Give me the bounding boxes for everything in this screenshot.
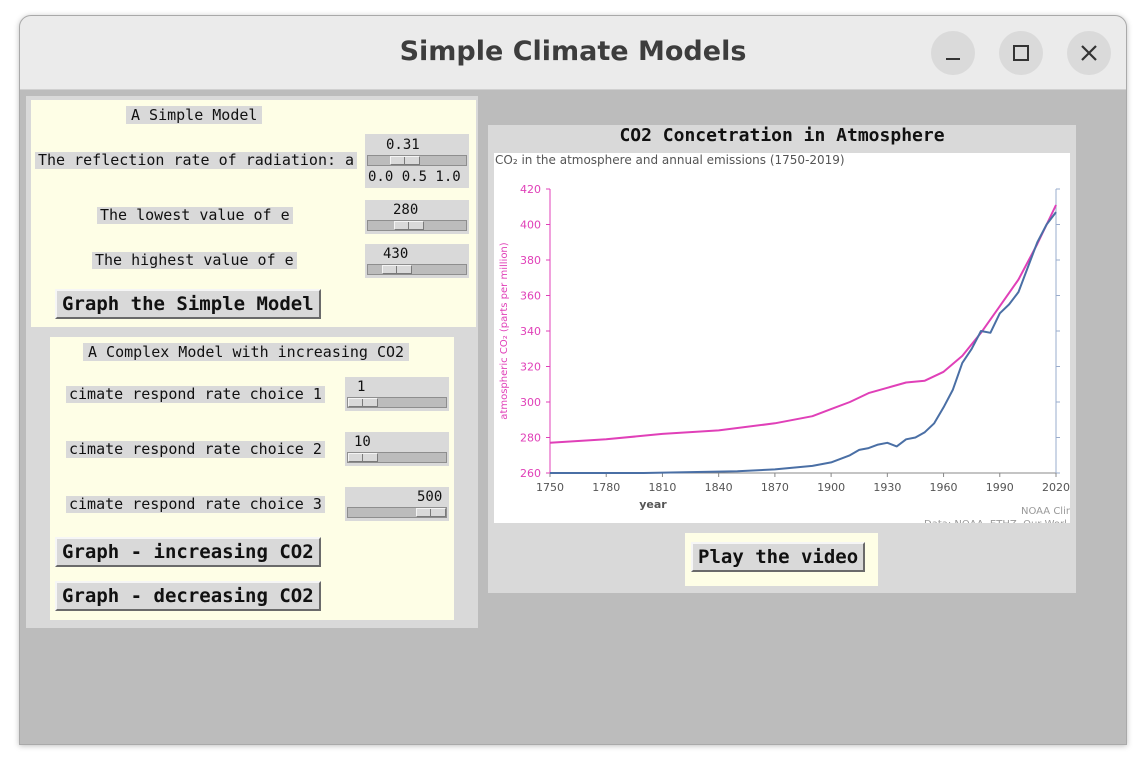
- maximize-button[interactable]: [999, 31, 1043, 75]
- reflection-thumb[interactable]: [390, 156, 420, 165]
- choice1-slider[interactable]: 1: [345, 377, 449, 411]
- reflection-slider[interactable]: 0.31 0.0 0.5 1.0: [365, 134, 469, 188]
- y-tick-label: 260: [520, 467, 541, 480]
- maximize-icon: [1013, 45, 1029, 61]
- y-axis-label: atmospheric CO₂ (parts per million): [499, 242, 510, 419]
- reflection-trough[interactable]: [367, 155, 467, 166]
- x-tick-label: 1900: [817, 481, 845, 494]
- x-tick-label: 2020: [1042, 481, 1070, 494]
- choice3-trough[interactable]: [347, 507, 447, 518]
- choice3-value: 500: [417, 489, 443, 505]
- x-axis-label: year: [639, 498, 667, 511]
- highest-e-value: 430: [383, 246, 409, 262]
- co2-panel-title: CO2 Concetration in Atmosphere: [619, 125, 945, 146]
- choice3-label: cimate respond rate choice 3: [66, 496, 325, 513]
- complex-model-heading: A Complex Model with increasing CO2: [83, 343, 410, 361]
- choice1-trough[interactable]: [347, 397, 447, 408]
- highest-e-thumb[interactable]: [382, 265, 412, 274]
- lowest-e-thumb[interactable]: [394, 221, 424, 230]
- series-line-concentration: [549, 204, 1057, 444]
- x-tick-label: 1990: [986, 481, 1014, 494]
- choice1-label: cimate respond rate choice 1: [66, 386, 325, 403]
- x-tick-label: 1750: [536, 481, 564, 494]
- lowest-e-value: 280: [393, 202, 419, 218]
- series-line-emissions: [550, 211, 1057, 474]
- choice2-thumb[interactable]: [348, 453, 378, 462]
- reflection-ticks: 0.0 0.5 1.0: [368, 169, 461, 185]
- reflection-label: The reflection rate of radiation: a: [35, 152, 358, 169]
- y-tick-label: 300: [520, 396, 541, 409]
- choice3-slider[interactable]: 500: [345, 487, 449, 521]
- x-tick-label: 1780: [592, 481, 620, 494]
- app-window: Simple Climate Models A Simple Model The…: [19, 15, 1127, 745]
- highest-e-slider[interactable]: 430: [365, 244, 469, 278]
- title-bar: Simple Climate Models: [20, 16, 1126, 90]
- y-tick-label: 340: [520, 325, 541, 338]
- y-tick-label: 280: [520, 432, 541, 445]
- chart-credit: NOAA Clim: [1021, 506, 1070, 517]
- choice1-thumb[interactable]: [348, 398, 378, 407]
- highest-e-label: The highest value of e: [92, 252, 297, 269]
- y-tick-label: 400: [520, 219, 541, 232]
- reflection-value: 0.31: [386, 137, 420, 153]
- choice2-trough[interactable]: [347, 452, 447, 463]
- lowest-e-slider[interactable]: 280: [365, 200, 469, 234]
- simple-model-heading: A Simple Model: [126, 106, 263, 124]
- graph-increasing-co2-button[interactable]: Graph - increasing CO2: [55, 537, 321, 567]
- x-tick-label: 1960: [930, 481, 958, 494]
- choice2-slider[interactable]: 10: [345, 432, 449, 466]
- choice1-value: 1: [357, 379, 366, 395]
- graph-simple-model-button[interactable]: Graph the Simple Model: [55, 289, 321, 319]
- x-tick-label: 1840: [705, 481, 733, 494]
- y-tick-label: 380: [520, 254, 541, 267]
- x-tick-label: 1810: [648, 481, 676, 494]
- close-button[interactable]: [1067, 31, 1111, 75]
- lowest-e-label: The lowest value of e: [97, 207, 293, 224]
- co2-chart: CO₂ in the atmosphere and annual emissio…: [494, 153, 1070, 523]
- lowest-e-trough[interactable]: [367, 220, 467, 231]
- graph-decreasing-co2-button[interactable]: Graph - decreasing CO2: [55, 581, 321, 611]
- y-tick-label: 320: [520, 361, 541, 374]
- x-tick-label: 1870: [761, 481, 789, 494]
- window-title: Simple Climate Models: [399, 36, 747, 67]
- highest-e-trough[interactable]: [367, 264, 467, 275]
- close-icon: [1081, 45, 1097, 61]
- play-video-button[interactable]: Play the video: [691, 542, 866, 572]
- chart-title: CO₂ in the atmosphere and annual emissio…: [495, 153, 845, 167]
- choice3-thumb[interactable]: [416, 508, 446, 517]
- co2-panel: CO2 Concetration in Atmosphere CO₂ in th…: [488, 125, 1076, 593]
- y-tick-label: 420: [520, 183, 541, 196]
- choice2-value: 10: [354, 434, 371, 450]
- chart-credit-data: Data: NOAA, ETHZ, Our Worl: [924, 519, 1067, 523]
- minimize-button[interactable]: [931, 31, 975, 75]
- y-tick-label: 360: [520, 290, 541, 303]
- minimize-icon: [946, 58, 960, 60]
- co2-chart-svg: CO₂ in the atmosphere and annual emissio…: [495, 153, 1070, 523]
- x-tick-label: 1930: [873, 481, 901, 494]
- choice2-label: cimate respond rate choice 2: [66, 441, 325, 458]
